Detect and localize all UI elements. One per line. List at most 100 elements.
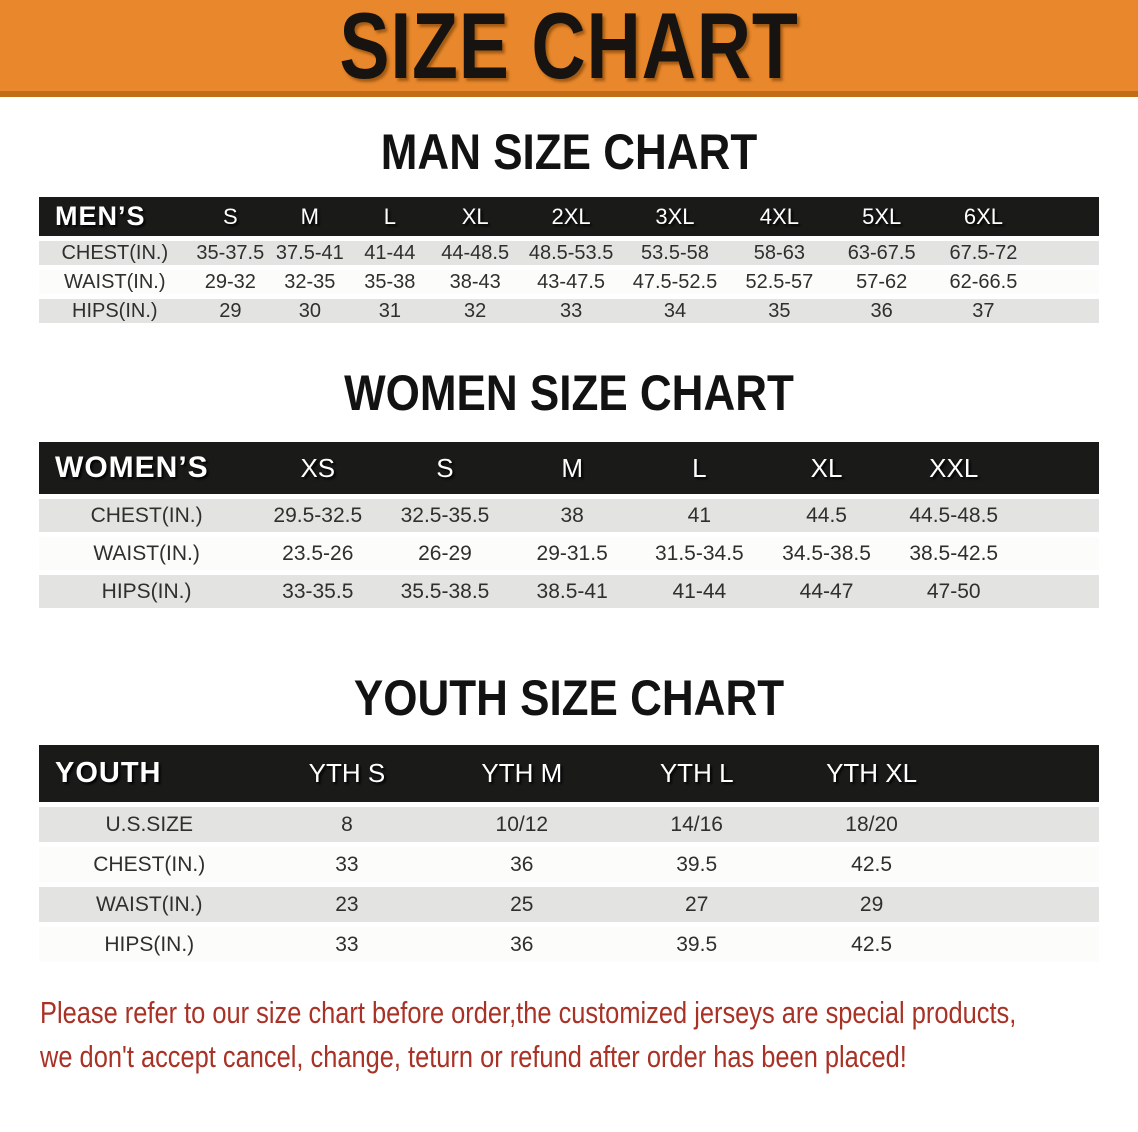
- measurement-value: 42.5: [784, 927, 960, 967]
- measurement-value: 32: [430, 299, 521, 328]
- measurement-row: CHEST(IN.) 35-37.5 37.5-41 41-44 44-48.5 48.5…: [39, 241, 1099, 270]
- page-title: SIZE CHART: [339, 0, 799, 98]
- measurement-row: WAIST(IN.) 29-32 32-35 35-38 38-43 43-47.5 47.…: [39, 270, 1099, 299]
- disclaimer-line-1: Please refer to our size chart before or…: [40, 995, 1017, 1030]
- header-filler: [1017, 442, 1099, 499]
- row-filler: [1034, 241, 1099, 270]
- category-label: YOUTH: [39, 745, 260, 807]
- measurement-value: 44-47: [762, 575, 891, 613]
- measurement-value: 29-32: [190, 270, 271, 299]
- measurement-value: 63-67.5: [830, 241, 933, 270]
- measurement-value: 43-47.5: [520, 270, 622, 299]
- category-label: WOMEN’S: [39, 442, 255, 499]
- measurement-row: HIPS(IN.) 29 30 31 32 33 34 35 36 37: [39, 299, 1099, 328]
- size-column-header: S: [190, 197, 271, 241]
- measurement-value: 36: [830, 299, 933, 328]
- measurement-value: 33: [259, 847, 435, 887]
- measurement-label: U.S.SIZE: [39, 807, 260, 847]
- measurement-value: 32-35: [270, 270, 350, 299]
- youth-size-section: YOUTH SIZE CHART YOUTH YTH S YTH M YTH L YTH…: [0, 669, 1138, 967]
- measurement-value: 47.5-52.5: [621, 270, 728, 299]
- size-column-header: YTH S: [259, 745, 435, 807]
- measurement-value: 37.5-41: [270, 241, 350, 270]
- size-column-header: L: [349, 197, 431, 241]
- measurement-label: HIPS(IN.): [39, 575, 255, 613]
- size-column-header: M: [508, 442, 636, 499]
- measurement-value: 37: [932, 299, 1035, 328]
- measurement-label: HIPS(IN.): [39, 927, 260, 967]
- size-column-header: M: [270, 197, 350, 241]
- size-column-header: XL: [430, 197, 521, 241]
- size-column-header: S: [381, 442, 509, 499]
- measurement-value: 31.5-34.5: [635, 537, 763, 575]
- measurement-value: 47-50: [890, 575, 1018, 613]
- measurement-value: 35-37.5: [190, 241, 271, 270]
- men-size-section: MAN SIZE CHART MEN’S S M L XL 2XL 3XL 4XL 5XL 6XL…: [0, 123, 1138, 328]
- measurement-label: WAIST(IN.): [39, 270, 191, 299]
- men-section-heading: MAN SIZE CHART: [380, 124, 758, 180]
- row-filler: [959, 847, 1099, 887]
- measurement-value: 35.5-38.5: [381, 575, 509, 613]
- measurement-value: 29.5-32.5: [254, 499, 382, 537]
- measurement-value: 10/12: [434, 807, 610, 847]
- measurement-row: HIPS(IN.) 33 36 39.5 42.5: [39, 927, 1099, 967]
- size-column-header: XS: [254, 442, 382, 499]
- measurement-value: 29: [190, 299, 271, 328]
- measurement-value: 39.5: [609, 847, 785, 887]
- size-column-header: 4XL: [727, 197, 831, 241]
- measurement-label: WAIST(IN.): [39, 887, 260, 927]
- measurement-value: 44.5-48.5: [890, 499, 1018, 537]
- row-filler: [1034, 299, 1099, 328]
- header-filler: [959, 745, 1099, 807]
- size-column-header: YTH L: [609, 745, 785, 807]
- measurement-label: WAIST(IN.): [39, 537, 255, 575]
- measurement-value: 33: [259, 927, 435, 967]
- row-filler: [1017, 575, 1099, 613]
- measurement-value: 25: [434, 887, 610, 927]
- measurement-value: 44-48.5: [430, 241, 521, 270]
- measurement-label: CHEST(IN.): [39, 847, 260, 887]
- measurement-value: 38: [508, 499, 636, 537]
- measurement-value: 32.5-35.5: [381, 499, 509, 537]
- row-filler: [959, 807, 1099, 847]
- measurement-value: 36: [434, 847, 610, 887]
- measurement-value: 34: [621, 299, 728, 328]
- measurement-value: 26-29: [381, 537, 509, 575]
- size-column-header: 5XL: [830, 197, 933, 241]
- size-column-header: 6XL: [932, 197, 1035, 241]
- measurement-value: 31: [349, 299, 431, 328]
- youth-section-heading: YOUTH SIZE CHART: [353, 670, 785, 726]
- measurement-value: 30: [270, 299, 350, 328]
- measurement-value: 27: [609, 887, 785, 927]
- measurement-value: 8: [259, 807, 435, 847]
- measurement-row: WAIST(IN.) 23.5-26 26-29 29-31.5 31.5-34.5 34…: [39, 537, 1099, 575]
- measurement-value: 33-35.5: [254, 575, 382, 613]
- measurement-row: HIPS(IN.) 33-35.5 35.5-38.5 38.5-41 41-44 44-…: [39, 575, 1099, 613]
- measurement-value: 34.5-38.5: [762, 537, 891, 575]
- size-column-header: YTH XL: [784, 745, 960, 807]
- measurement-value: 41-44: [635, 575, 763, 613]
- measurement-value: 42.5: [784, 847, 960, 887]
- women-size-section: WOMEN SIZE CHART WOMEN’S XS S M L XL XXL CHEST(…: [0, 364, 1138, 613]
- disclaimer: Please refer to our size chart before or…: [40, 991, 1017, 1079]
- size-column-header: XL: [762, 442, 891, 499]
- measurement-value: 14/16: [609, 807, 785, 847]
- banner: SIZE CHART: [0, 0, 1138, 97]
- size-header-row: YOUTH YTH S YTH M YTH L YTH XL: [39, 745, 1099, 807]
- measurement-label: HIPS(IN.): [39, 299, 191, 328]
- measurement-value: 33: [520, 299, 622, 328]
- measurement-label: CHEST(IN.): [39, 499, 255, 537]
- measurement-value: 67.5-72: [932, 241, 1035, 270]
- measurement-label: CHEST(IN.): [39, 241, 191, 270]
- measurement-value: 62-66.5: [932, 270, 1035, 299]
- measurement-row: WAIST(IN.) 23 25 27 29: [39, 887, 1099, 927]
- measurement-row: U.S.SIZE 8 10/12 14/16 18/20: [39, 807, 1099, 847]
- measurement-value: 53.5-58: [621, 241, 728, 270]
- size-header-row: MEN’S S M L XL 2XL 3XL 4XL 5XL 6XL: [39, 197, 1099, 241]
- measurement-value: 35-38: [349, 270, 431, 299]
- row-filler: [1017, 499, 1099, 537]
- measurement-row: CHEST(IN.) 29.5-32.5 32.5-35.5 38 41 44.5 44.5…: [39, 499, 1099, 537]
- size-header-row: WOMEN’S XS S M L XL XXL: [39, 442, 1099, 499]
- women-section-heading: WOMEN SIZE CHART: [344, 365, 794, 421]
